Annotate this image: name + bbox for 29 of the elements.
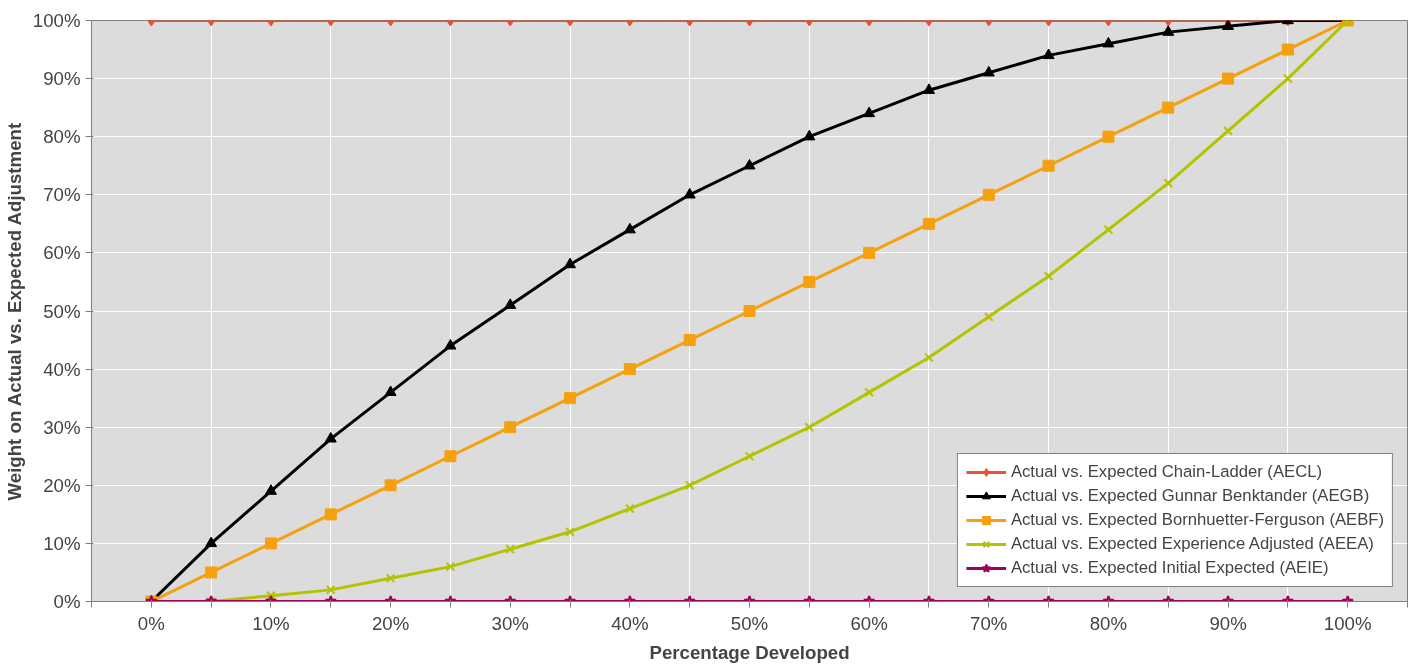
x-tick-label: 10% — [252, 612, 290, 634]
x-tick-label: 40% — [611, 612, 649, 634]
y-tick-label: 80% — [43, 126, 81, 148]
x-axis-title: Percentage Developed — [649, 641, 850, 663]
y-tick-label: 20% — [43, 474, 81, 496]
x-tick-label: 70% — [970, 612, 1008, 634]
x-tick-label: 100% — [1323, 612, 1372, 634]
x-tick-label: 80% — [1089, 612, 1128, 634]
y-axis-title: Weight on Actual vs. Expected Adjustment — [3, 122, 25, 501]
y-tick-label: 50% — [43, 300, 81, 322]
legend-label: Actual vs. Expected Initial Expected (AEIE) — [1010, 558, 1329, 578]
x-tick-label: 60% — [850, 612, 888, 634]
x-tick-label: 0% — [137, 612, 165, 634]
y-tick-label: 30% — [43, 416, 81, 438]
y-tick-label: 90% — [43, 68, 81, 90]
x-tick-label: 20% — [371, 612, 410, 634]
y-tick-label: 60% — [43, 242, 81, 264]
y-tick-label: 0% — [53, 591, 81, 612]
legend-label: Actual vs. Expected Gunnar Benktander (AEGB) — [1010, 486, 1370, 506]
x-tick-label: 90% — [1209, 612, 1247, 634]
legend-label: Actual vs. Expected Bornhuetter-Ferguson (AEBF) — [1010, 510, 1384, 530]
x-tick-label: 50% — [730, 612, 769, 634]
y-tick-label: 100% — [32, 10, 81, 31]
legend-label: Actual vs. Expected Experience Adjusted (AEEA) — [1010, 534, 1374, 554]
y-tick-label: 70% — [43, 184, 81, 206]
x-tick-label: 30% — [491, 612, 529, 634]
y-tick-label: 40% — [43, 358, 81, 380]
y-tick-label: 10% — [43, 532, 81, 554]
legend-label: Actual vs. Expected Chain-Ladder (AECL) — [1010, 462, 1322, 482]
